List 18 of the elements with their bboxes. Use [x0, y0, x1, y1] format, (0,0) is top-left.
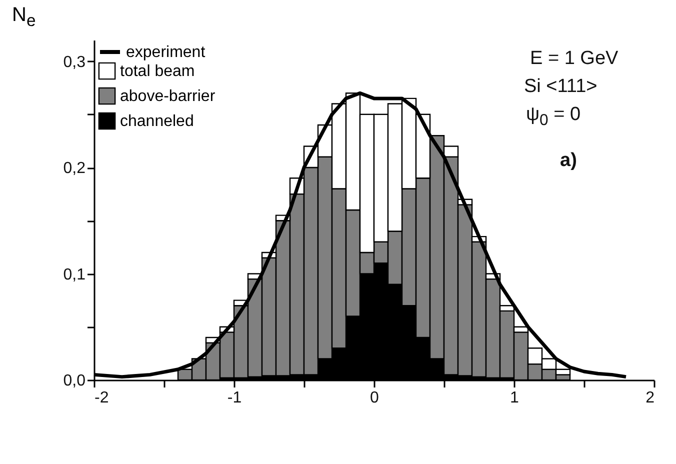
y-tick-label: 0,2 [63, 160, 86, 177]
annotation: a) [560, 150, 577, 172]
annotation: ψ$_{0}$ = 0 [526, 104, 581, 130]
x-tick-label: -1 [227, 390, 242, 406]
x-tick-label: 1 [510, 390, 520, 406]
legend-label: above-barrier [120, 88, 216, 105]
y-tick-label: 0,1 [63, 266, 86, 284]
y-tick-label: 0,3 [63, 54, 86, 71]
x-tick-label: -2 [94, 390, 109, 406]
legend-label: channeled [120, 113, 194, 130]
legend-label: total beam [120, 63, 195, 80]
y-axis-title: N$_{e}$ [12, 4, 36, 31]
legend-label: experiment [126, 44, 206, 61]
y-tick-label: 0,0 [63, 372, 86, 390]
x-tick-label: 0 [370, 390, 380, 406]
annotation: Si <111> [524, 76, 598, 98]
annotation: E = 1 GeV [530, 48, 618, 70]
x-tick-label: 2 [646, 390, 655, 406]
